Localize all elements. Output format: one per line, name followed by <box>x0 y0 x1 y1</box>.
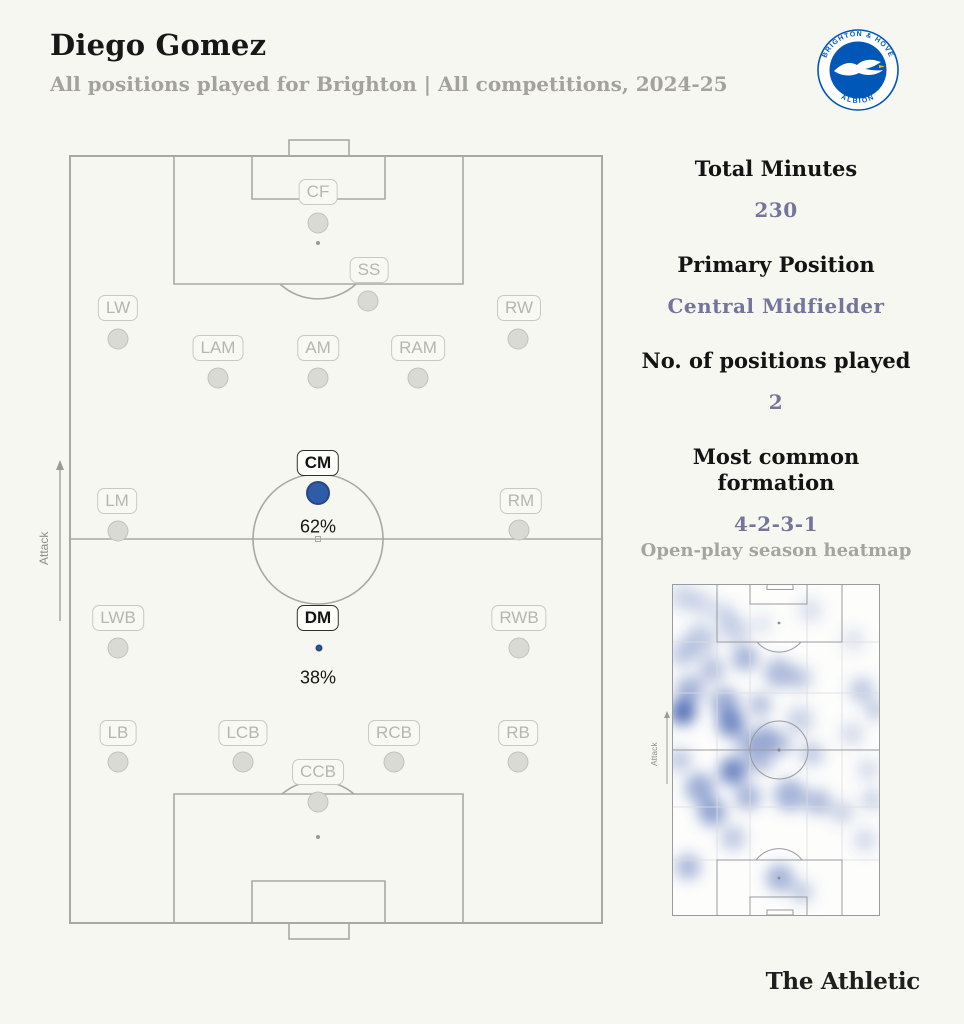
position-dot-lcb <box>232 751 254 773</box>
position-dot-cf <box>307 212 329 234</box>
position-label-am: AM <box>297 335 339 361</box>
position-label-lam: LAM <box>192 335 244 361</box>
stats-panel: Total Minutes 230 Primary Position Centr… <box>640 156 912 566</box>
position-dot-lw <box>107 328 129 350</box>
position-share-dm: 38% <box>299 667 337 688</box>
position-share-cm: 62% <box>299 516 337 537</box>
svg-text:ALBION: ALBION <box>840 94 877 105</box>
position-label-rcb: RCB <box>368 720 420 746</box>
position-dot-ram <box>407 367 429 389</box>
position-label-cf: CF <box>298 179 338 205</box>
stat-value: 230 <box>754 198 798 222</box>
attack-arrow: Attack <box>37 460 64 621</box>
club-badge-icon: BRIGHTON & HOVE ALBION <box>817 29 899 111</box>
position-dot-rm <box>508 519 530 541</box>
attack-arrow-label: Attack <box>37 531 51 565</box>
position-dot-am <box>307 367 329 389</box>
position-dot-lb <box>107 751 129 773</box>
badge-bottom-text: ALBION <box>840 94 875 105</box>
publisher-logo: The Athletic <box>765 968 921 995</box>
seagull-icon <box>834 59 883 76</box>
stat-label: No. of positions played <box>641 348 911 373</box>
position-label-ccb: CCB <box>292 759 344 785</box>
season-heatmap <box>672 584 880 916</box>
heatmap-attack-arrow: Attack <box>649 711 670 784</box>
position-dot-cm <box>306 481 330 505</box>
position-dot-lam <box>207 367 229 389</box>
page-title: Diego Gomez <box>50 28 267 62</box>
position-label-ram: RAM <box>391 335 445 361</box>
position-dot-lm <box>107 520 129 542</box>
position-pitch: CF SS LW RW LAM AM RAM CM 62% LM RM LWB DM 38% RWB LB LC… <box>69 139 603 940</box>
stat-positions-played: No. of positions played 2 <box>640 348 912 415</box>
stat-value: Central Midfielder <box>667 294 885 318</box>
stat-value: 2 <box>768 390 784 414</box>
stat-total-minutes: Total Minutes 230 <box>640 156 912 223</box>
position-label-lw: LW <box>97 295 139 321</box>
position-label-dm: DM <box>296 605 340 631</box>
stat-formation: Most common formation 4-2-3-1 <box>640 444 912 537</box>
page-subtitle: All positions played for Brighton | All … <box>50 72 728 96</box>
position-dot-ss <box>357 290 379 312</box>
position-dot-rwb <box>508 637 530 659</box>
stat-label: Most common formation <box>692 444 860 495</box>
position-label-lb: LB <box>99 720 137 746</box>
position-label-lwb: LWB <box>92 605 144 631</box>
position-dot-lwb <box>107 637 129 659</box>
position-label-lm: LM <box>97 488 137 514</box>
position-label-cm: CM <box>296 450 340 476</box>
stat-value: 4-2-3-1 <box>733 512 819 536</box>
heatmap-attack-label: Attack <box>649 742 659 766</box>
stat-label: Primary Position <box>677 252 875 277</box>
position-dot-rw <box>507 328 529 350</box>
heatmap-title: Open-play season heatmap <box>640 540 912 561</box>
position-label-rw: RW <box>496 295 542 321</box>
heatmap-lines <box>672 584 880 916</box>
position-label-ss: SS <box>349 257 389 283</box>
stat-primary-position: Primary Position Central Midfielder <box>640 252 912 319</box>
stat-label: Total Minutes <box>694 156 858 181</box>
heatmap-blobs <box>672 584 880 903</box>
position-dot-rb <box>507 751 529 773</box>
seagull-beak <box>879 65 885 68</box>
position-label-rb: RB <box>498 720 538 746</box>
position-label-rwb: RWB <box>491 605 547 631</box>
position-dot-dm <box>315 644 323 652</box>
position-dot-rcb <box>383 751 405 773</box>
position-label-lcb: LCB <box>218 720 268 746</box>
position-label-rm: RM <box>499 488 543 514</box>
position-dot-ccb <box>307 791 329 813</box>
